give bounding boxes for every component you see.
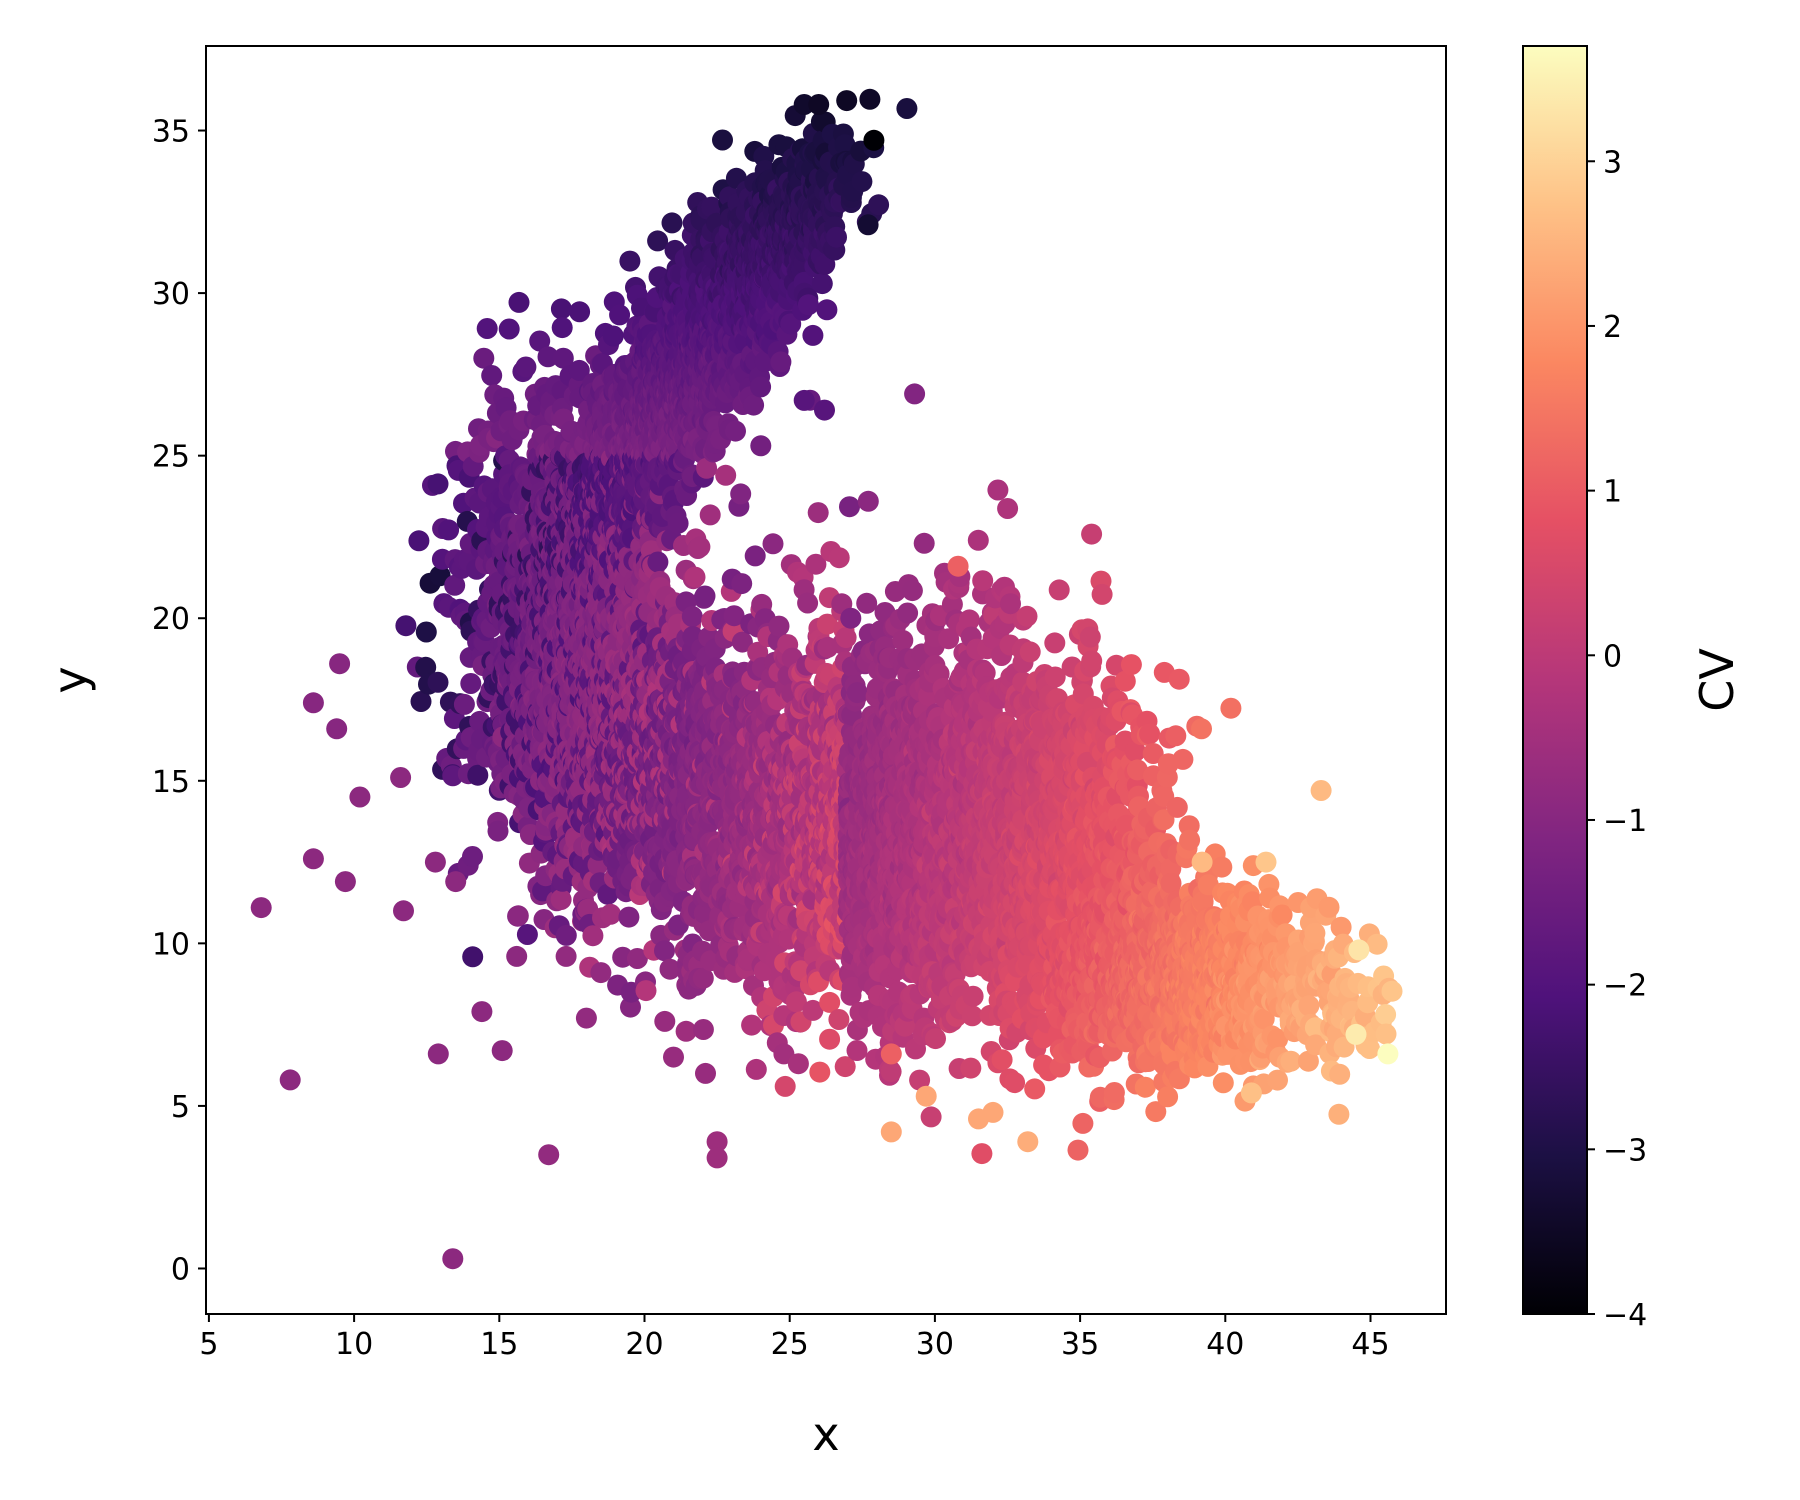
scatter-point <box>603 326 624 347</box>
scatter-point <box>551 889 572 910</box>
scatter-point <box>798 294 819 315</box>
scatter-point <box>428 473 449 494</box>
scatter-point <box>743 395 764 416</box>
scatter-point <box>467 765 488 786</box>
scatter-point <box>700 504 721 525</box>
scatter-point <box>647 552 668 573</box>
scatter-point <box>569 301 590 322</box>
scatter-point <box>609 304 630 325</box>
scatter-point <box>428 672 449 693</box>
scatter-point <box>460 673 481 694</box>
scatter-point <box>731 573 752 594</box>
scatter-point <box>712 130 733 151</box>
scatter-point <box>408 530 429 551</box>
scatter-point <box>746 1059 767 1080</box>
scatter-point <box>454 694 475 715</box>
scatter-point <box>695 586 716 607</box>
scatter-point <box>741 1015 762 1036</box>
scatter-point <box>745 545 766 566</box>
scatter-point <box>725 421 746 442</box>
scatter-point <box>515 357 536 378</box>
scatter-point <box>395 615 416 636</box>
scatter-point <box>808 502 829 523</box>
scatter-point <box>551 298 572 319</box>
scatter-point <box>797 593 818 614</box>
scatter-point <box>730 483 751 504</box>
scatter-point <box>750 435 771 456</box>
scatter-point <box>416 622 437 643</box>
scatter-point <box>600 904 621 925</box>
scatter-point <box>556 925 577 946</box>
scatter-point <box>775 1076 796 1097</box>
scatter-point <box>462 946 483 967</box>
scatter-point <box>619 251 640 272</box>
scatter-point <box>685 567 706 588</box>
scatter-point <box>636 980 657 1001</box>
scatter-point <box>654 940 675 961</box>
scatter-point <box>462 846 483 867</box>
scatter-point <box>477 318 498 339</box>
scatter-point <box>509 292 530 313</box>
scatter-point <box>715 465 736 486</box>
scatter-point <box>682 606 703 627</box>
scatter-point <box>763 533 784 554</box>
scatter-point <box>618 907 639 928</box>
scatter-point <box>508 905 529 926</box>
scatter-point <box>662 212 683 233</box>
scatter-point <box>809 1062 830 1083</box>
scatter-point <box>750 376 771 397</box>
scatter-point <box>481 365 502 386</box>
scatter-point <box>769 616 790 637</box>
scatter-point <box>668 513 689 534</box>
scatter-points <box>251 89 1403 1269</box>
scatter-point <box>552 317 573 338</box>
scatter-point <box>770 351 791 372</box>
scatter-point <box>689 536 710 557</box>
scatter-point <box>582 925 603 946</box>
scatter-point <box>438 519 459 540</box>
scatter-point <box>517 924 538 945</box>
scatter-point <box>499 319 520 340</box>
scatter-point <box>488 821 509 842</box>
scatter-point <box>693 1019 714 1040</box>
